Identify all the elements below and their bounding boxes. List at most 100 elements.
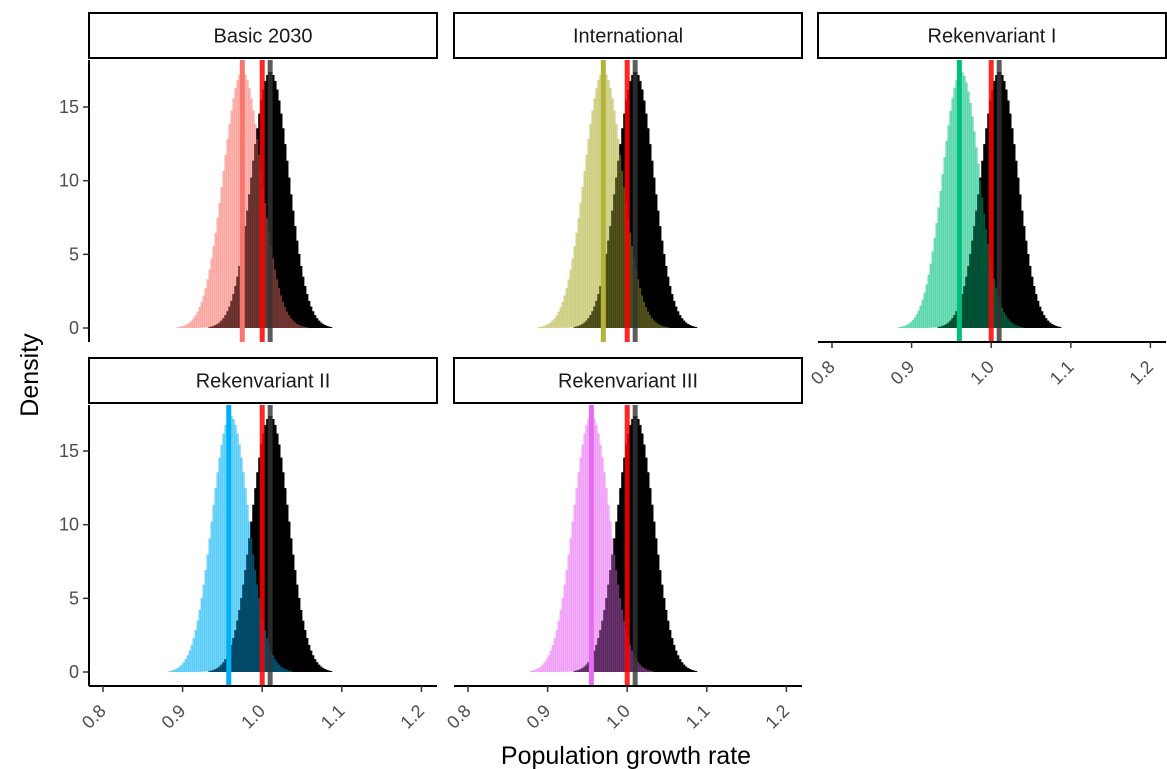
scenario-histogram-bar xyxy=(300,325,303,328)
scenario-histogram-bar xyxy=(180,664,183,672)
scenario-histogram-bar xyxy=(975,210,978,328)
scenario-histogram-bar xyxy=(955,79,958,312)
scenario-histogram-bar xyxy=(605,488,608,598)
scenario-histogram-bar xyxy=(595,424,598,645)
scenario-histogram-bar xyxy=(571,258,574,328)
scenario-histogram-bar xyxy=(569,269,572,328)
y-tick-label: 0 xyxy=(69,318,79,338)
scenario-histogram-bar xyxy=(607,504,610,585)
scenario-histogram-bar xyxy=(937,326,940,328)
scenario-histogram-bar xyxy=(591,110,594,312)
baseline-histogram-bar xyxy=(305,638,309,672)
scenario-histogram-bar xyxy=(218,322,221,328)
scenario-histogram-bar xyxy=(901,326,905,328)
scenario-histogram-bar xyxy=(559,609,562,672)
baseline-histogram-bar xyxy=(1013,144,1016,328)
scenario-histogram-bar xyxy=(585,154,588,321)
baseline-histogram-bar xyxy=(298,253,301,328)
scenario-histogram-bar xyxy=(178,326,182,328)
scenario-histogram-bar xyxy=(565,570,568,672)
scenario-histogram-bar xyxy=(244,570,247,672)
scenario-histogram-bar xyxy=(266,218,269,328)
baseline-histogram-bar xyxy=(688,325,692,328)
x-tick-label: 1.1 xyxy=(682,701,714,733)
scenario-histogram-bar xyxy=(1007,318,1010,328)
scenario-histogram-bar xyxy=(567,279,570,328)
baseline-histogram-bar xyxy=(313,315,317,328)
scenario-histogram-bar xyxy=(603,472,606,610)
scenario-histogram-bar xyxy=(208,326,211,328)
scenario-histogram-bar xyxy=(561,301,564,328)
scenario-histogram-bar xyxy=(218,666,221,672)
scenario-histogram-bar xyxy=(643,301,646,328)
scenario-histogram-bar xyxy=(629,644,632,672)
baseline-histogram-bar xyxy=(1001,75,1004,328)
scenario-histogram-bar xyxy=(609,226,612,328)
scenario-histogram-bar xyxy=(575,488,578,671)
scenario-histogram-bar xyxy=(955,311,958,328)
scenario-histogram-bar xyxy=(583,322,586,328)
baseline-histogram-bar xyxy=(1015,160,1018,328)
scenario-histogram-bar xyxy=(266,638,269,672)
scenario-histogram-bar xyxy=(913,317,916,328)
scenario-histogram-bar xyxy=(246,504,249,555)
scenario-histogram-bar xyxy=(609,521,612,571)
facet-strip-label: Rekenvariant III xyxy=(558,371,698,393)
facet-strip-label: International xyxy=(573,26,683,48)
baseline-histogram-bar xyxy=(258,457,261,672)
scenario-histogram-bar xyxy=(609,88,612,227)
baseline-histogram-bar xyxy=(661,584,664,672)
scenario-histogram-bar xyxy=(655,322,658,328)
scenario-histogram-bar xyxy=(220,444,223,665)
baseline-histogram-bar xyxy=(629,80,632,328)
scenario-histogram-bar xyxy=(597,638,600,672)
scenario-histogram-bar xyxy=(204,570,207,672)
baseline-histogram-bar xyxy=(321,667,325,672)
scenario-histogram-bar xyxy=(222,662,225,672)
scenario-histogram-bar xyxy=(993,278,996,328)
scenario-histogram-bar xyxy=(653,320,656,328)
scenario-histogram-bar xyxy=(659,324,662,328)
baseline-histogram-bar xyxy=(290,538,293,672)
scenario-histogram-bar xyxy=(637,662,640,672)
scenario-histogram-bar xyxy=(603,609,606,672)
x-tick-label: 0.9 xyxy=(523,701,555,733)
scenario-histogram-bar xyxy=(661,325,664,328)
baseline-histogram-bar xyxy=(670,294,674,328)
scenario-histogram-bar xyxy=(286,311,289,328)
scenario-histogram-bar xyxy=(943,157,946,326)
scenario-histogram-bar xyxy=(264,202,267,328)
scenario-histogram-bar xyxy=(903,325,907,328)
scenario-histogram-bar xyxy=(927,274,930,328)
scenario-histogram-bar xyxy=(216,218,219,324)
baseline-histogram-bar xyxy=(327,670,331,672)
scenario-histogram-bar xyxy=(178,666,182,672)
x-tick-label: 0.9 xyxy=(158,701,190,733)
scenario-histogram-bar xyxy=(1005,315,1008,328)
baseline-histogram-bar xyxy=(313,659,317,672)
facet-panel: Rekenvariant II 0 5 10 15 0.8 0.9 1.0 1.1 1.2 xyxy=(59,357,438,733)
baseline-histogram-bar xyxy=(665,609,668,672)
scenario-histogram-bar xyxy=(911,320,914,328)
scenario-histogram-bar xyxy=(244,74,247,227)
scenario-histogram-bar xyxy=(264,630,267,672)
baseline-histogram-bar xyxy=(1054,325,1058,328)
scenario-histogram-bar xyxy=(533,669,537,672)
scenario-histogram-bar xyxy=(971,116,974,241)
scenario-histogram-bar xyxy=(621,609,624,672)
scenario-histogram-bar xyxy=(969,103,972,254)
scenario-histogram-bar xyxy=(280,295,283,328)
scenario-histogram-bar xyxy=(200,301,203,328)
baseline-histogram-bar xyxy=(280,457,283,672)
scenario-histogram-bar xyxy=(212,325,215,328)
baseline-histogram-bar xyxy=(1048,322,1052,328)
scenario-histogram-bar xyxy=(232,98,235,295)
scenario-histogram-bar xyxy=(973,226,976,328)
scenario-histogram-bar xyxy=(909,322,912,328)
scenario-histogram-bar xyxy=(224,315,227,328)
scenario-histogram-bar xyxy=(236,433,239,621)
scenario-histogram-bar xyxy=(204,287,207,328)
baseline-histogram-bar xyxy=(327,326,331,328)
x-tick-label: 0.8 xyxy=(807,357,839,389)
scenario-histogram-bar xyxy=(302,326,305,328)
